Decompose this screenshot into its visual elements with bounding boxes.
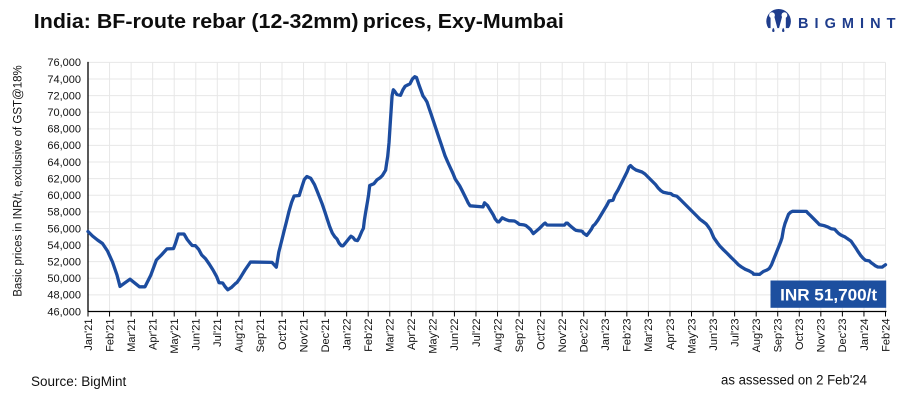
svg-text:Nov'22: Nov'22 [557, 319, 569, 353]
svg-text:INR 51,700/t: INR 51,700/t [780, 286, 877, 305]
svg-text:Oct'22: Oct'22 [535, 319, 547, 350]
svg-text:60,000: 60,000 [47, 190, 81, 202]
svg-text:Apr'23: Apr'23 [665, 319, 677, 350]
svg-text:Jan'23: Jan'23 [600, 319, 612, 351]
svg-text:Aug'22: Aug'22 [492, 319, 504, 353]
svg-text:Jul'22: Jul'22 [471, 319, 483, 347]
svg-text:Source: BigMint: Source: BigMint [31, 374, 127, 389]
svg-text:56,000: 56,000 [47, 223, 81, 235]
svg-text:Oct'21: Oct'21 [277, 319, 289, 350]
svg-text:52,000: 52,000 [47, 256, 81, 268]
svg-text:74,000: 74,000 [47, 74, 81, 86]
svg-text:68,000: 68,000 [47, 124, 81, 136]
svg-text:Sep'23: Sep'23 [773, 319, 785, 353]
svg-text:Jan'22: Jan'22 [341, 319, 353, 351]
svg-text:66,000: 66,000 [47, 140, 81, 152]
svg-text:Nov'21: Nov'21 [298, 319, 310, 353]
svg-text:62,000: 62,000 [47, 173, 81, 185]
svg-text:Feb'22: Feb'22 [363, 319, 375, 352]
svg-text:Oct'23: Oct'23 [794, 319, 806, 350]
svg-text:Jul'23: Jul'23 [729, 319, 741, 347]
svg-text:50,000: 50,000 [47, 273, 81, 285]
svg-text:46,000: 46,000 [47, 306, 81, 318]
svg-text:Feb'23: Feb'23 [622, 319, 634, 352]
svg-text:Apr'21: Apr'21 [147, 319, 159, 350]
svg-text:Dec'22: Dec'22 [579, 319, 591, 353]
svg-text:Mar'21: Mar'21 [126, 319, 138, 352]
svg-text:64,000: 64,000 [47, 157, 81, 169]
svg-text:54,000: 54,000 [47, 240, 81, 252]
svg-text:76,000: 76,000 [47, 57, 81, 69]
svg-text:Apr'22: Apr'22 [406, 319, 418, 350]
svg-text:Sep'21: Sep'21 [255, 319, 267, 353]
svg-text:Basic prices in INR/t, exclus: Basic prices in INR/t, exclusive of GST@… [13, 65, 25, 297]
svg-text:Jul'21: Jul'21 [212, 319, 224, 347]
svg-text:India: BF-route rebar (12-32mm: India: BF-route rebar (12-32mm) prices, … [34, 11, 564, 33]
svg-text:Aug'23: Aug'23 [751, 319, 763, 353]
svg-text:70,000: 70,000 [47, 107, 81, 119]
svg-text:Feb'21: Feb'21 [104, 319, 116, 352]
svg-text:Feb'24: Feb'24 [880, 319, 892, 352]
svg-text:May'22: May'22 [428, 319, 440, 354]
svg-text:Aug'21: Aug'21 [234, 319, 246, 353]
svg-text:May'23: May'23 [686, 319, 698, 354]
svg-text:Jun'21: Jun'21 [191, 319, 203, 351]
svg-text:Jun'22: Jun'22 [449, 319, 461, 351]
svg-text:Jan'21: Jan'21 [83, 319, 95, 351]
svg-text:as assessed on 2 Feb'24: as assessed on 2 Feb'24 [721, 373, 867, 388]
svg-text:May'21: May'21 [169, 319, 181, 354]
svg-text:Sep'22: Sep'22 [514, 319, 526, 353]
svg-text:Mar'23: Mar'23 [643, 319, 655, 352]
svg-text:58,000: 58,000 [47, 207, 81, 219]
svg-text:Dec'23: Dec'23 [837, 319, 849, 353]
svg-text:Jan'24: Jan'24 [859, 319, 871, 351]
svg-text:Jun'23: Jun'23 [708, 319, 720, 351]
svg-text:72,000: 72,000 [47, 90, 81, 102]
svg-text:48,000: 48,000 [47, 290, 81, 302]
svg-text:Mar'22: Mar'22 [385, 319, 397, 352]
svg-text:Dec'21: Dec'21 [320, 319, 332, 353]
svg-text:Nov'23: Nov'23 [816, 319, 828, 353]
